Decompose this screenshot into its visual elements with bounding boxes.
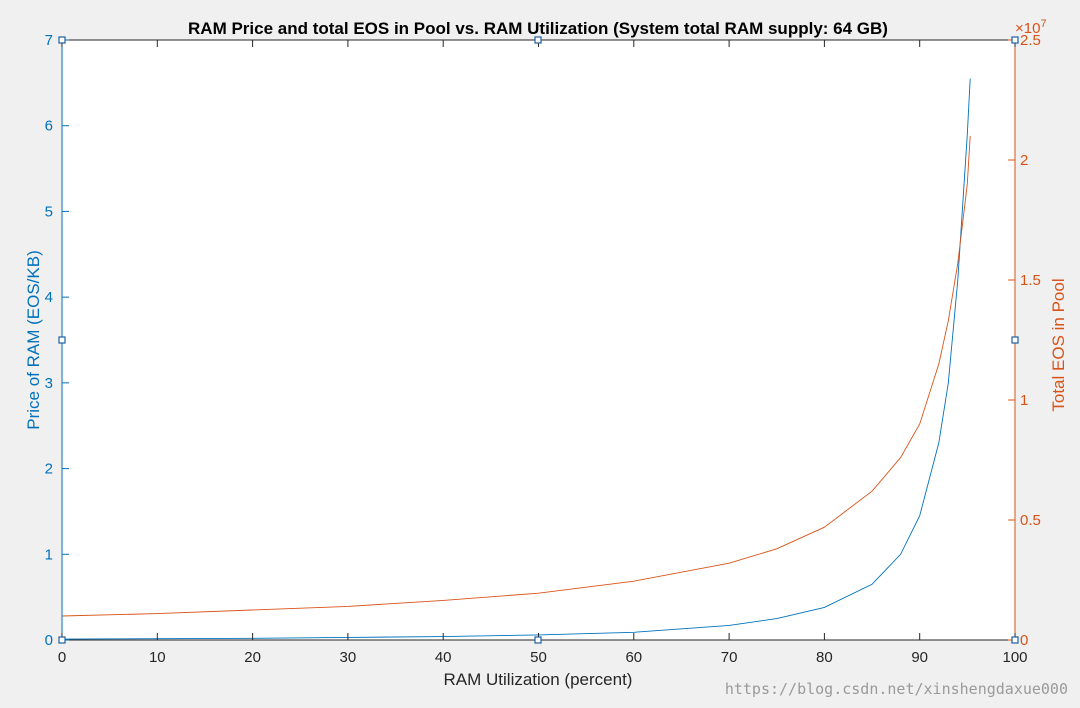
right-y-tick-label: 1 <box>1020 392 1028 409</box>
plot-area <box>62 40 1015 640</box>
selection-handle[interactable] <box>1011 36 1019 44</box>
right-y-tick-label: 1.5 <box>1020 272 1041 289</box>
series-layer <box>61 78 971 640</box>
selection-handle[interactable] <box>1011 336 1019 344</box>
selection-handle[interactable] <box>58 636 66 644</box>
right-axis-exponent: ×107 <box>1015 18 1047 37</box>
x-tick-label: 30 <box>340 649 357 666</box>
x-tick-label: 60 <box>625 649 642 666</box>
right-y-tick-label: 0 <box>1020 632 1028 649</box>
right-y-ticks: 0 0.5 1 1.5 2 2.5 <box>1008 32 1041 649</box>
left-y-tick-label: 5 <box>45 203 53 220</box>
x-tick-label: 10 <box>149 649 166 666</box>
x-tick-label: 50 <box>530 649 547 666</box>
left-y-tick-label: 1 <box>45 546 53 563</box>
exponent-base: ×10 <box>1015 20 1040 37</box>
series-line-ram-price <box>61 78 971 640</box>
left-y-tick-label: 2 <box>45 461 53 478</box>
left-y-axis-label: Price of RAM (EOS/KB) <box>24 250 43 429</box>
series-line-eos-pool <box>61 135 971 617</box>
x-tick-label: 70 <box>721 649 738 666</box>
selection-handle[interactable] <box>534 636 542 644</box>
selection-handle[interactable] <box>58 336 66 344</box>
right-y-tick-label: 2.5 <box>1020 32 1041 49</box>
right-y-axis-label: Total EOS in Pool <box>1049 278 1068 411</box>
chart-title: RAM Price and total EOS in Pool vs. RAM … <box>188 19 888 38</box>
selection-handle[interactable] <box>58 36 66 44</box>
left-y-tick-label: 6 <box>45 118 53 135</box>
selection-handle[interactable] <box>534 36 542 44</box>
x-ticks: 0 10 20 30 40 50 60 70 80 90 100 <box>58 40 1028 666</box>
left-y-tick-label: 3 <box>45 375 53 392</box>
selection-handle[interactable] <box>1011 636 1019 644</box>
left-y-tick-label: 4 <box>45 289 53 306</box>
watermark-text: https://blog.csdn.net/xinshengdaxue000 <box>725 680 1068 698</box>
right-y-tick-label: 0.5 <box>1020 512 1041 529</box>
x-tick-label: 100 <box>1002 649 1027 666</box>
x-axis-label: RAM Utilization (percent) <box>444 670 633 689</box>
left-y-tick-label: 0 <box>45 632 53 649</box>
x-tick-label: 80 <box>816 649 833 666</box>
x-tick-label: 0 <box>58 649 66 666</box>
left-y-tick-label: 7 <box>45 32 53 49</box>
x-tick-label: 20 <box>244 649 261 666</box>
x-tick-label: 40 <box>435 649 452 666</box>
right-y-tick-label: 2 <box>1020 152 1028 169</box>
selection-handles <box>58 36 1019 644</box>
left-y-ticks: 0 1 2 3 4 5 6 7 <box>45 32 69 649</box>
exponent-power: 7 <box>1040 18 1046 30</box>
x-tick-label: 90 <box>911 649 928 666</box>
